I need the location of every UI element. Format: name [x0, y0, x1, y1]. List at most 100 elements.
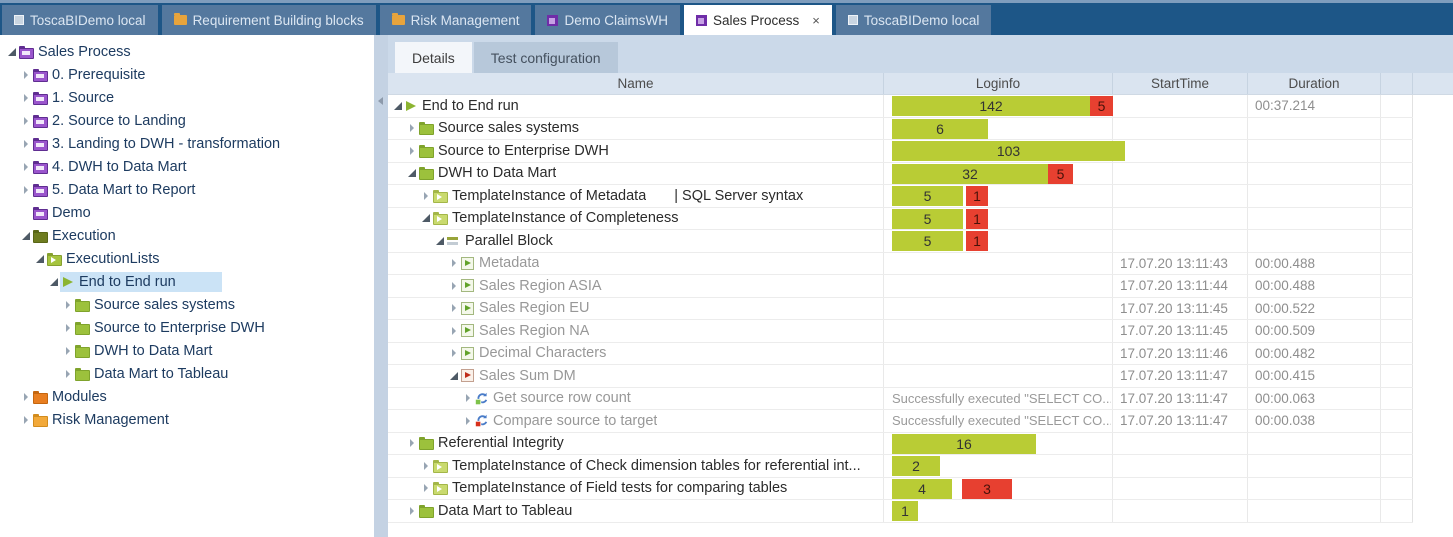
expander-icon[interactable]: [448, 347, 460, 359]
expander-icon[interactable]: [20, 230, 32, 242]
expander-icon[interactable]: [62, 368, 74, 380]
tab-details[interactable]: Details: [395, 42, 472, 73]
table-row[interactable]: TemplateInstance of Field tests for comp…: [388, 477, 1413, 500]
tab-label: ToscaBIDemo local: [863, 12, 980, 28]
sidebar-item-risk-management[interactable]: Risk Management: [0, 408, 374, 431]
expander-icon[interactable]: [420, 190, 432, 202]
sidebar-item-4-dwh-to-data-mart[interactable]: 4. DWH to Data Mart: [0, 155, 374, 178]
expander-icon[interactable]: [20, 115, 32, 127]
sidebar-item-end-to-end-run[interactable]: End to End run: [0, 270, 374, 293]
expander-icon[interactable]: [406, 437, 418, 449]
sidebar-item-source-to-enterprise-dwh[interactable]: Source to Enterprise DWH: [0, 316, 374, 339]
table-row[interactable]: Data Mart to Tableau 1: [388, 500, 1413, 523]
table-row[interactable]: Sales Region ASIA 17.07.20 13:11:44 00:00…: [388, 275, 1413, 298]
expander-icon[interactable]: [48, 276, 60, 288]
expander-icon[interactable]: [406, 505, 418, 517]
column-header-duration[interactable]: Duration: [1248, 73, 1381, 94]
expander-icon[interactable]: [420, 212, 432, 224]
sidebar-item-dwh-to-data-mart[interactable]: DWH to Data Mart: [0, 339, 374, 362]
expander-icon[interactable]: [20, 69, 32, 81]
table-row[interactable]: Source to Enterprise DWH 103: [388, 140, 1413, 163]
expander-icon[interactable]: [448, 302, 460, 314]
close-icon[interactable]: ×: [812, 12, 820, 28]
expander-icon[interactable]: [434, 235, 446, 247]
table-row[interactable]: Referential Integrity 16: [388, 432, 1413, 455]
table-row[interactable]: Sales Region EU 17.07.20 13:11:45 00:00.5…: [388, 297, 1413, 320]
table-row[interactable]: DWH to Data Mart 32 5: [388, 162, 1413, 185]
sidebar-item-3-landing-to-dwh[interactable]: 3. Landing to DWH - transformation: [0, 132, 374, 155]
orange-folder-icon: [173, 13, 187, 25]
table-row[interactable]: Compare source to target Successfully ex…: [388, 410, 1413, 433]
expander-icon[interactable]: [420, 460, 432, 472]
expander-icon[interactable]: [62, 299, 74, 311]
project-tree: Sales Process 0. Prerequisite 1. Source …: [0, 35, 374, 537]
expander-icon[interactable]: [34, 253, 46, 265]
sidebar-item-execution[interactable]: Execution: [0, 224, 374, 247]
sidebar-item-modules[interactable]: Modules: [0, 385, 374, 408]
run-flag-icon: [406, 100, 416, 111]
green-folder-icon: [75, 321, 90, 335]
teststep-failed-icon: [475, 414, 488, 428]
sidebar-item-sales-process[interactable]: Sales Process: [0, 40, 374, 63]
table-row[interactable]: Sales Sum DM 17.07.20 13:11:47 00:00.415: [388, 365, 1413, 388]
sidebar-item-source-sales-systems[interactable]: Source sales systems: [0, 293, 374, 316]
table-row[interactable]: TemplateInstance of Check dimension tabl…: [388, 455, 1413, 478]
table-row[interactable]: Get source row count Successfully execut…: [388, 387, 1413, 410]
tab-requirement-building-blocks[interactable]: Requirement Building blocks: [161, 5, 376, 35]
sidebar-item-0-prerequisite[interactable]: 0. Prerequisite: [0, 63, 374, 86]
expander-icon[interactable]: [20, 414, 32, 426]
expander-icon[interactable]: [462, 392, 474, 404]
pass-bar: 5: [892, 208, 963, 229]
expander-icon[interactable]: [448, 325, 460, 337]
tree-label: 2. Source to Landing: [52, 112, 186, 129]
expander-icon[interactable]: [448, 280, 460, 292]
column-header-starttime[interactable]: StartTime: [1113, 73, 1248, 94]
sidebar-item-data-mart-to-tableau[interactable]: Data Mart to Tableau: [0, 362, 374, 385]
tab-toscabidemo-local-1[interactable]: ToscaBIDemo local: [2, 5, 158, 35]
tab-toscabidemo-local-2[interactable]: ToscaBIDemo local: [835, 5, 992, 35]
expander-icon[interactable]: [62, 345, 74, 357]
tab-demo-claimswh[interactable]: Demo ClaimsWH: [535, 5, 680, 35]
expander-icon[interactable]: [20, 138, 32, 150]
expander-icon[interactable]: [20, 184, 32, 196]
expander-icon[interactable]: [20, 92, 32, 104]
table-row[interactable]: TemplateInstance of Metadata | SQL Server…: [388, 185, 1413, 208]
tab-sales-process-active[interactable]: Sales Process ×: [683, 5, 832, 35]
tab-risk-management[interactable]: Risk Management: [379, 5, 532, 35]
sidebar-item-2-source-to-landing[interactable]: 2. Source to Landing: [0, 109, 374, 132]
start-time: [1113, 95, 1248, 117]
orange-folder-icon: [391, 13, 405, 25]
table-row[interactable]: Decimal Characters 17.07.20 13:11:46 00:0…: [388, 342, 1413, 365]
expander-icon[interactable]: [406, 122, 418, 134]
expander-icon[interactable]: [6, 46, 18, 58]
sidebar-item-demo[interactable]: Demo: [0, 201, 374, 224]
column-header-loginfo[interactable]: Loginfo: [884, 73, 1113, 94]
expander-icon[interactable]: [62, 322, 74, 334]
table-row[interactable]: Source sales systems 6: [388, 117, 1413, 140]
expander-icon[interactable]: [448, 370, 460, 382]
table-row[interactable]: End to End run 142 5 00:37.214: [388, 95, 1413, 118]
tab-test-configuration[interactable]: Test configuration: [473, 42, 618, 73]
expander-icon[interactable]: [20, 391, 32, 403]
table-row[interactable]: Sales Region NA 17.07.20 13:11:45 00:00.5…: [388, 320, 1413, 343]
expander-icon[interactable]: [420, 482, 432, 494]
tree-label: 1. Source: [52, 89, 115, 106]
panel-splitter[interactable]: [374, 35, 388, 537]
expander-icon[interactable]: [448, 257, 460, 269]
table-row[interactable]: Metadata 17.07.20 13:11:43 00:00.488: [388, 252, 1413, 275]
expander-icon[interactable]: [406, 167, 418, 179]
expander-icon[interactable]: [20, 161, 32, 173]
green-folder-icon: [419, 437, 434, 451]
expander-icon[interactable]: [406, 145, 418, 157]
sidebar-item-5-data-mart-to-report[interactable]: 5. Data Mart to Report: [0, 178, 374, 201]
column-header-name[interactable]: Name: [388, 73, 884, 94]
sidebar-item-1-source[interactable]: 1. Source: [0, 86, 374, 109]
row-name: TemplateInstance of Check dimension tabl…: [452, 457, 861, 474]
row-name: Metadata: [479, 255, 540, 272]
expander-icon[interactable]: [462, 415, 474, 427]
expander-icon[interactable]: [392, 100, 404, 112]
sidebar-item-executionlists[interactable]: ExecutionLists: [0, 247, 374, 270]
